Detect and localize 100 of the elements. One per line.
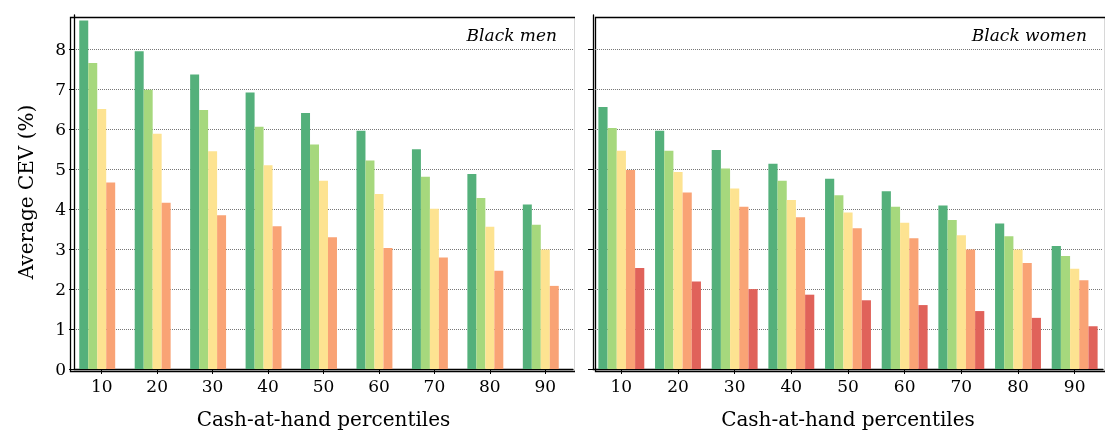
bar (1031, 317, 1041, 369)
x-tick-label: 50 (312, 375, 335, 396)
bar (494, 270, 504, 369)
annotation: Black women (970, 24, 1088, 45)
bar (965, 249, 976, 369)
bar (301, 112, 311, 369)
bar (549, 285, 559, 369)
x-tick-label: 80 (1007, 375, 1029, 396)
bar (319, 180, 328, 369)
bar (310, 144, 320, 369)
x-tick-label: 50 (837, 375, 859, 396)
bar (327, 237, 337, 369)
bar (616, 150, 626, 369)
bar (598, 106, 608, 369)
x-tick-label: 20 (146, 375, 168, 396)
bar (720, 168, 731, 369)
bar (730, 188, 740, 369)
bar (356, 130, 366, 369)
bar (438, 257, 448, 369)
bar (411, 149, 421, 369)
bar (947, 219, 957, 369)
bar (79, 20, 89, 369)
bar (134, 51, 144, 369)
y-tick-label: 3 (55, 239, 66, 260)
bar (420, 176, 430, 369)
bar (861, 300, 871, 369)
x-tick-label: 30 (723, 375, 746, 396)
bar (691, 281, 701, 369)
bar (852, 228, 862, 369)
bar (1022, 263, 1032, 369)
x-tick-label: 40 (257, 375, 279, 396)
x-tick-label: 70 (950, 375, 973, 396)
x-tick-label: 80 (479, 375, 501, 396)
x-tick-label: 30 (201, 375, 224, 396)
x-axis-title: Cash-at-hand percentiles (196, 407, 451, 431)
bar (540, 249, 550, 369)
bar (88, 62, 98, 369)
bar (1060, 255, 1071, 369)
bar (263, 165, 273, 369)
y-tick-label: 0 (55, 359, 66, 379)
bar (531, 224, 541, 369)
y-tick-label: 5 (55, 159, 66, 180)
y-tick-label: 6 (55, 119, 66, 140)
bar (711, 150, 721, 369)
x-tick-label: 10 (610, 375, 633, 396)
bar (365, 160, 375, 369)
bar (795, 217, 806, 369)
bar (1088, 326, 1098, 369)
bar (217, 215, 227, 369)
bar (664, 150, 674, 369)
y-tick-label: 8 (55, 39, 66, 60)
bar (900, 222, 910, 369)
x-tick-label: 20 (667, 375, 689, 396)
y-axis-title: Average CEV (%) (14, 104, 38, 281)
bar (768, 163, 778, 369)
bar (843, 212, 853, 369)
bar (786, 199, 796, 369)
y-tick-label: 7 (55, 79, 66, 100)
y-tick-label: 4 (55, 199, 66, 220)
bar (1013, 249, 1023, 369)
bar (374, 194, 384, 369)
bar (975, 311, 985, 369)
bar (429, 208, 439, 369)
bar (890, 206, 901, 369)
bar (673, 172, 683, 369)
y-tick-label: 2 (55, 279, 66, 300)
bar (748, 289, 758, 369)
bar (485, 226, 495, 369)
bar (938, 205, 948, 369)
x-tick-label: 10 (90, 375, 113, 396)
x-tick-label: 90 (1063, 375, 1086, 396)
bar (995, 223, 1005, 369)
bar (97, 108, 107, 369)
bar (655, 130, 665, 369)
bar (825, 178, 835, 369)
annotation: Black men (465, 24, 557, 45)
bar (106, 182, 116, 369)
bar (682, 192, 692, 369)
bar (635, 267, 645, 369)
x-tick-label: 70 (423, 375, 446, 396)
bar (272, 226, 282, 369)
bar (956, 235, 966, 369)
bar (383, 247, 393, 369)
bar (881, 191, 891, 369)
bar (143, 89, 153, 369)
x-tick-label: 90 (534, 375, 557, 396)
bar (777, 180, 787, 369)
bar (1051, 245, 1061, 369)
bar (1004, 236, 1014, 369)
bar (208, 151, 218, 369)
bar (739, 206, 749, 369)
x-tick-label: 60 (893, 375, 916, 396)
bar (199, 110, 209, 369)
bar (245, 92, 255, 369)
bar (467, 174, 477, 369)
bar (918, 305, 928, 369)
x-axis-title: Cash-at-hand percentiles (721, 407, 975, 431)
bar (1079, 280, 1089, 369)
bar (909, 238, 919, 369)
bar (625, 170, 636, 369)
